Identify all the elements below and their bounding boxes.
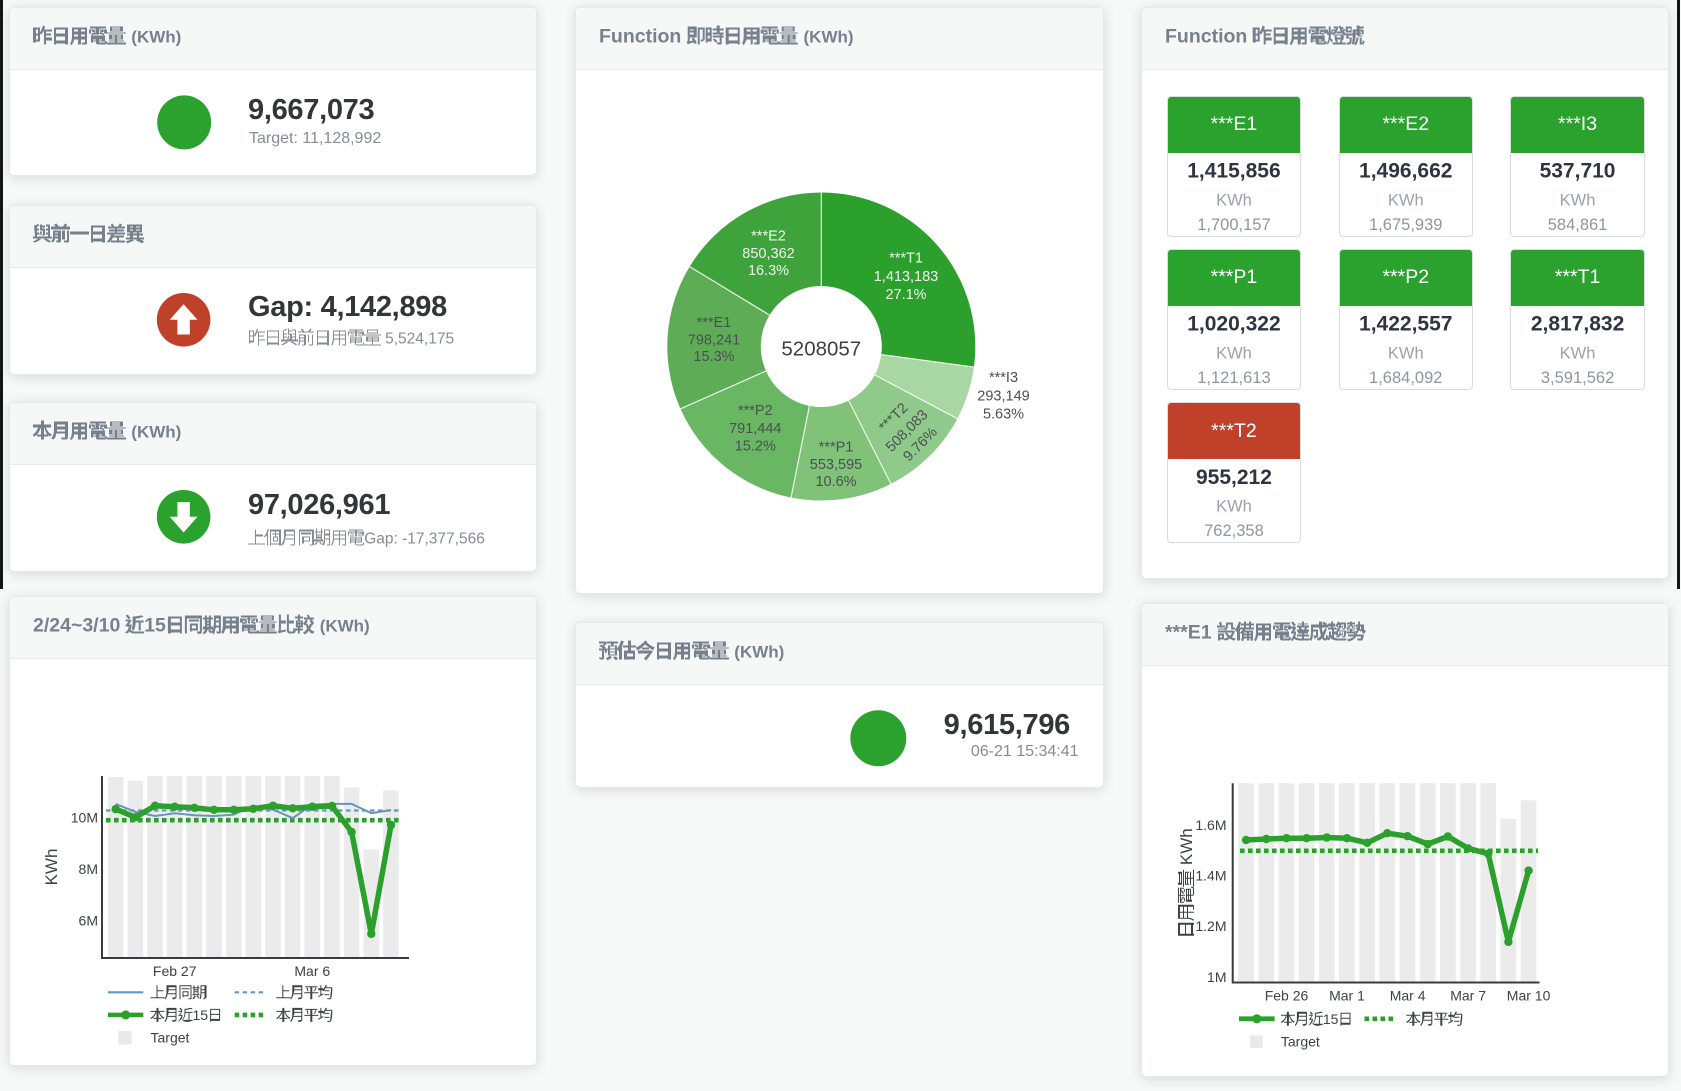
svg-text:1.4M: 1.4M: [1195, 868, 1226, 884]
svg-text:Gap: -17,377,566: Gap: -17,377,566: [364, 531, 485, 548]
svg-text:Mar 4: Mar 4: [1390, 988, 1426, 1004]
svg-text:584,861: 584,861: [1548, 216, 1608, 234]
svg-text:1M: 1M: [1207, 969, 1226, 985]
svg-text:8M: 8M: [79, 861, 98, 877]
svg-text:5,524,175: 5,524,175: [381, 331, 454, 348]
svg-text:KWh: KWh: [1177, 828, 1196, 870]
svg-text:Target: Target: [151, 1029, 190, 1045]
svg-text:1,496,662: 1,496,662: [1359, 160, 1452, 183]
svg-text:KWh: KWh: [1216, 498, 1252, 516]
svg-text:15: 15: [144, 615, 166, 637]
svg-text:KWh: KWh: [1216, 191, 1252, 209]
svg-text:955,212: 955,212: [1196, 466, 1272, 489]
svg-text:KWh: KWh: [1216, 345, 1252, 363]
svg-text:15: 15: [1323, 1011, 1339, 1027]
svg-text:293,149: 293,149: [977, 389, 1029, 405]
svg-text:KWh: KWh: [1388, 345, 1424, 363]
svg-text:(KWh): (KWh): [320, 617, 370, 636]
svg-text:(KWh): (KWh): [131, 423, 181, 442]
svg-text:(KWh): (KWh): [734, 643, 784, 662]
svg-text:KWh: KWh: [1388, 191, 1424, 209]
svg-text:1,415,856: 1,415,856: [1187, 160, 1280, 183]
svg-text:2,817,832: 2,817,832: [1531, 313, 1624, 336]
svg-text:791,444: 791,444: [729, 421, 781, 437]
svg-text:Feb 27: Feb 27: [153, 963, 197, 979]
svg-text:15.2%: 15.2%: [735, 439, 776, 455]
svg-text:1,121,613: 1,121,613: [1197, 369, 1270, 387]
svg-text:5208057: 5208057: [781, 338, 861, 361]
svg-text:6M: 6M: [79, 912, 98, 928]
svg-text:10.6%: 10.6%: [815, 474, 856, 490]
svg-text:5.63%: 5.63%: [983, 407, 1024, 423]
svg-text:***T1: ***T1: [889, 251, 923, 267]
svg-text:1,422,557: 1,422,557: [1359, 313, 1452, 336]
svg-text:1,700,157: 1,700,157: [1197, 216, 1270, 234]
svg-text:(KWh): (KWh): [804, 28, 854, 47]
svg-text:***P1: ***P1: [819, 440, 854, 456]
svg-text:798,241: 798,241: [688, 333, 740, 349]
svg-text:Target: Target: [1281, 1033, 1320, 1049]
svg-text:Mar 1: Mar 1: [1329, 988, 1365, 1004]
svg-text:27.1%: 27.1%: [885, 287, 926, 303]
svg-text:15: 15: [193, 1007, 209, 1023]
svg-text:***E1: ***E1: [697, 315, 732, 331]
svg-text:537,710: 537,710: [1540, 160, 1616, 183]
svg-text:10M: 10M: [71, 809, 98, 825]
svg-text:(KWh): (KWh): [131, 28, 181, 47]
svg-text:Feb 26: Feb 26: [1265, 988, 1309, 1004]
svg-text:3,591,562: 3,591,562: [1541, 369, 1614, 387]
svg-text:1,684,092: 1,684,092: [1369, 369, 1442, 387]
svg-text:15.3%: 15.3%: [693, 349, 734, 365]
svg-text:Function: Function: [599, 26, 687, 48]
svg-text:***P2: ***P2: [738, 403, 773, 419]
svg-text:762,358: 762,358: [1204, 522, 1264, 540]
svg-text:553,595: 553,595: [810, 457, 862, 473]
svg-text:850,362: 850,362: [742, 246, 794, 262]
svg-text:KWh: KWh: [1560, 345, 1596, 363]
svg-text:1.6M: 1.6M: [1195, 817, 1226, 833]
svg-text:1,675,939: 1,675,939: [1369, 216, 1442, 234]
svg-text:1.2M: 1.2M: [1195, 918, 1226, 934]
svg-text:Mar 7: Mar 7: [1450, 988, 1486, 1004]
svg-text:Mar 10: Mar 10: [1507, 988, 1551, 1004]
svg-text:***I3: ***I3: [989, 370, 1018, 386]
svg-text:2/24~3/10: 2/24~3/10: [33, 615, 126, 637]
svg-text:Function: Function: [1165, 26, 1253, 48]
svg-text:KWh: KWh: [42, 849, 61, 886]
svg-text:***E2: ***E2: [751, 229, 786, 245]
svg-text:1,413,183: 1,413,183: [874, 269, 939, 285]
svg-text:KWh: KWh: [1560, 191, 1596, 209]
svg-text:Mar 6: Mar 6: [294, 963, 330, 979]
svg-text:***E1: ***E1: [1165, 622, 1217, 644]
svg-text:1,020,322: 1,020,322: [1187, 313, 1280, 336]
svg-text:16.3%: 16.3%: [748, 263, 789, 279]
